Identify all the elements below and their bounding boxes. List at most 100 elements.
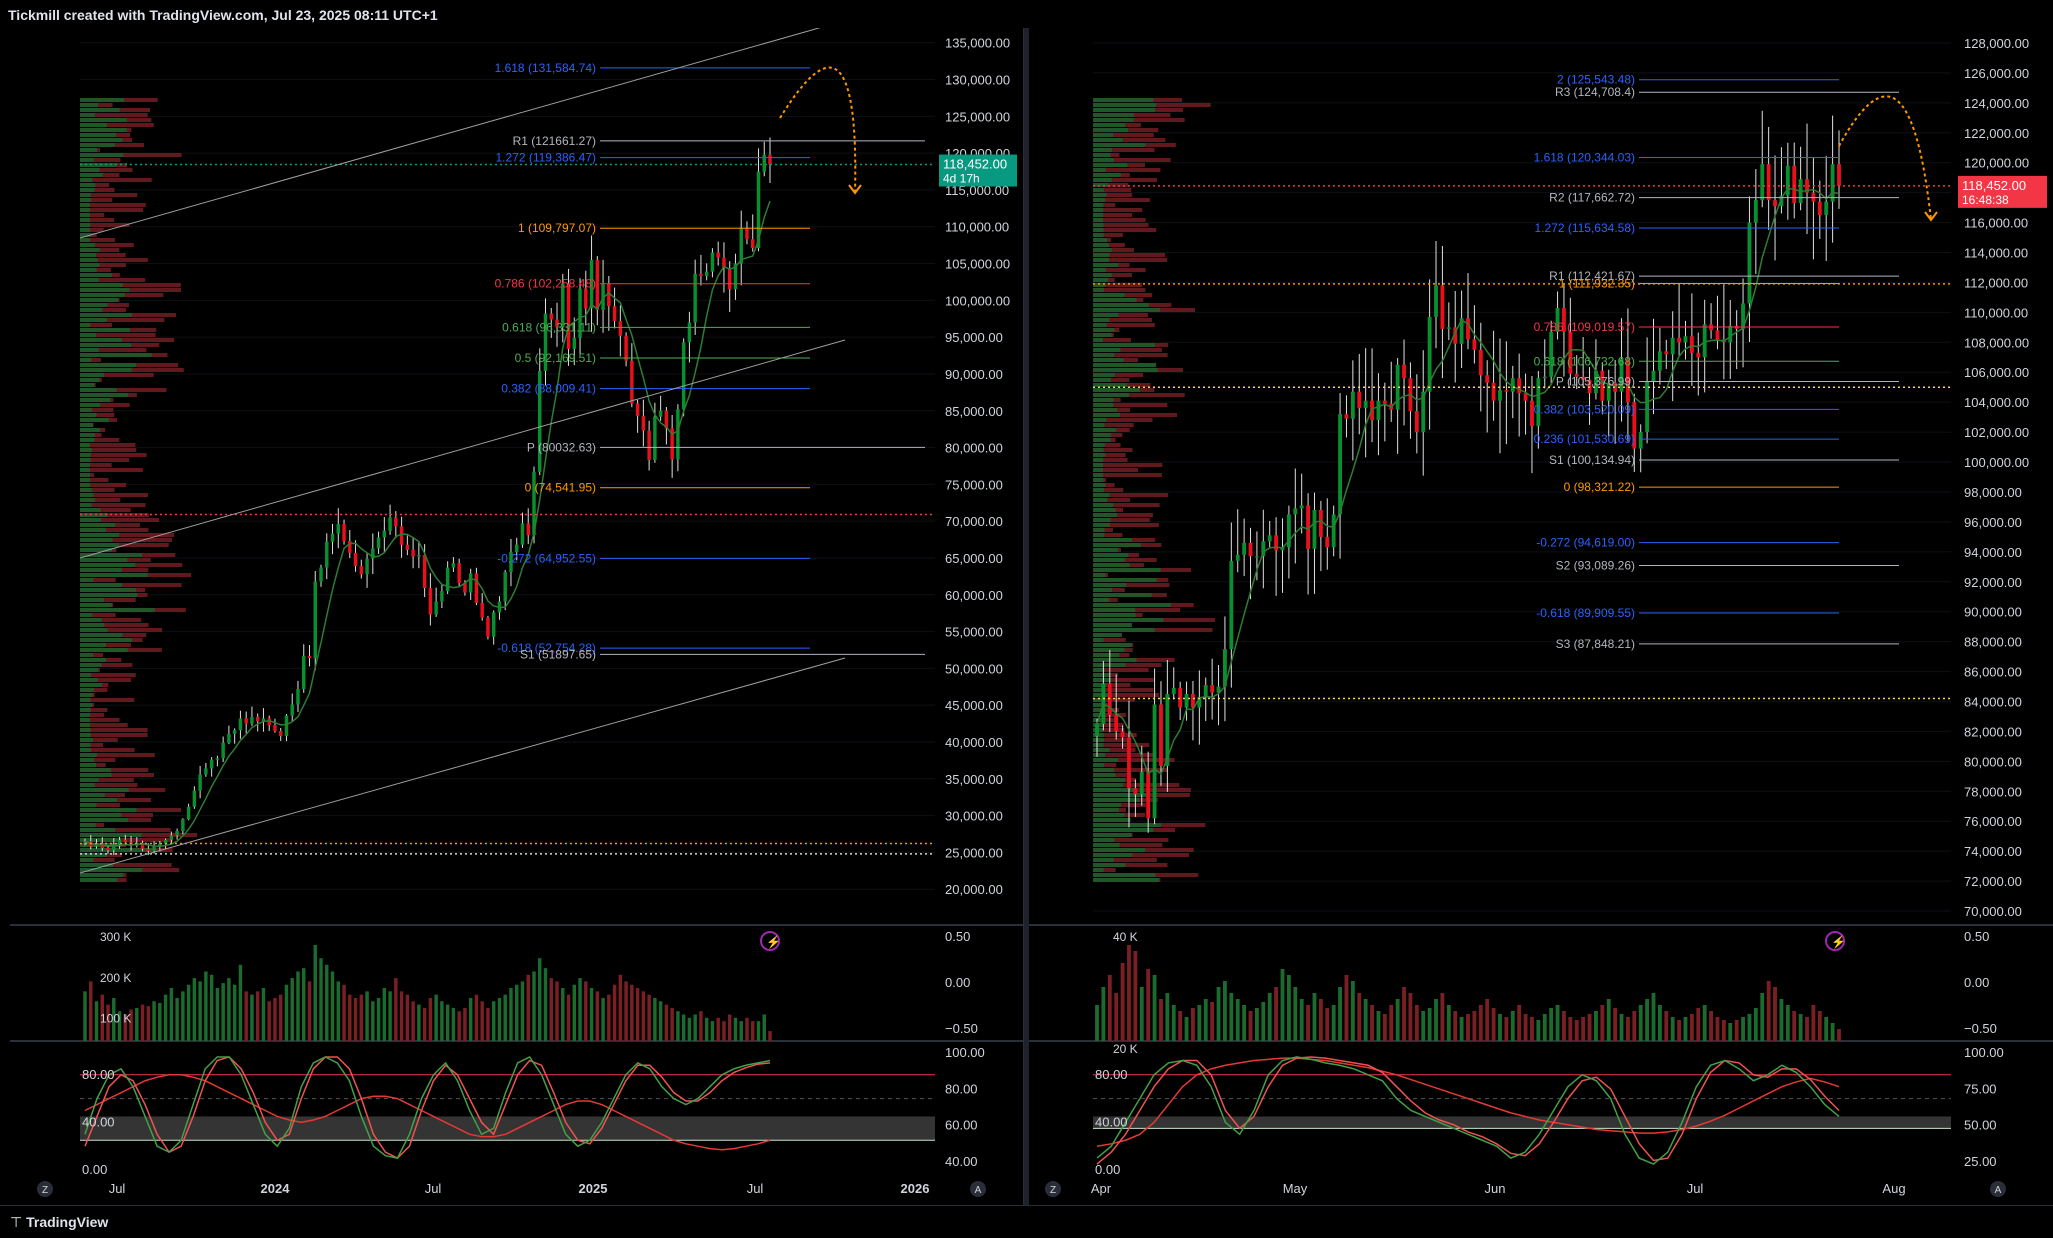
volume-bar <box>1178 1011 1183 1041</box>
volume-profile-bar-sell <box>80 463 112 467</box>
volume-bar <box>215 988 220 1041</box>
candle-up <box>532 471 536 536</box>
volume-bar <box>1395 999 1400 1041</box>
volume-bar <box>1805 1017 1809 1041</box>
candle-down <box>1696 352 1701 358</box>
volume-profile-bar-buy <box>80 268 97 272</box>
volume-bar <box>1127 945 1131 1041</box>
candle-up <box>1171 688 1176 695</box>
volume-bar <box>618 974 623 1041</box>
candle-down <box>699 273 703 277</box>
volume-profile-bar-buy <box>80 468 91 472</box>
candle-down <box>1453 327 1458 344</box>
volume-bar <box>1645 999 1650 1041</box>
volume-bar <box>1171 1005 1176 1041</box>
volume-bar <box>209 974 214 1041</box>
volume-profile-bar-sell <box>1093 533 1123 537</box>
candle-down <box>727 267 732 290</box>
pivot-label: S1 (100,134.94) <box>1549 453 1635 467</box>
volume-profile-bar-sell <box>1093 693 1160 697</box>
volume-profile-bar-sell <box>80 713 105 717</box>
volume-profile-bar-sell <box>1093 323 1155 327</box>
volume-bar <box>348 994 352 1041</box>
x-axis-tick-label: Jul <box>425 1181 442 1196</box>
candle-up <box>290 704 294 716</box>
volume-profile-bar-buy <box>80 368 132 372</box>
volume-profile-bar-buy <box>80 738 94 742</box>
volume-profile-bar-buy <box>80 253 96 257</box>
y-axis-tick-label: 124,000.00 <box>1964 96 2029 111</box>
chart-left-svg[interactable]: 135,000.00130,000.00125,000.00120,000.00… <box>10 21 1023 1205</box>
y-axis-tick-label: 74,000.00 <box>1964 844 2022 859</box>
panel-divider[interactable] <box>1024 28 1029 1205</box>
zoom-reset-button[interactable]: Z <box>37 1181 53 1197</box>
volume-profile-bar-sell <box>80 723 128 727</box>
volume-profile-bar-buy <box>80 258 98 262</box>
volume-profile-bar-buy <box>1093 128 1128 132</box>
volume-profile-bar-sell <box>80 258 148 262</box>
volume-profile-bar-buy <box>1093 803 1122 807</box>
volume-profile-bar-buy <box>80 853 108 857</box>
volume-profile-bar-buy <box>80 808 137 812</box>
volume-bar <box>1318 999 1323 1041</box>
volume-profile-bar-buy <box>1093 638 1104 642</box>
volume-profile-bar-buy <box>1093 163 1128 167</box>
candle-up <box>589 259 594 309</box>
volume-profile-bar-buy <box>1093 118 1134 122</box>
candle-up <box>417 555 421 557</box>
stoch-k-line <box>1096 1056 1840 1165</box>
volume-bar <box>1267 993 1272 1041</box>
y-axis-tick-label: 72,000.00 <box>1964 874 2022 889</box>
volume-profile-bar-sell <box>1093 763 1117 767</box>
pivot-label: R2 (117,662.72) <box>1549 191 1635 205</box>
volume-profile-bar-sell <box>80 783 138 787</box>
volume-profile-bar-sell <box>80 578 116 582</box>
chart-right-svg[interactable]: 128,000.00 126,000.00 124,000.00 122,000.00… <box>1029 28 2053 1205</box>
x-axis-tick-label: Jun <box>1485 1181 1506 1196</box>
volume-profile-bar-sell <box>1093 378 1130 382</box>
volume-profile-bar-buy <box>1093 273 1112 277</box>
volume-profile-bar-buy <box>80 383 95 387</box>
auto-button-glyph: A <box>1995 1185 2002 1196</box>
candle-down <box>1773 200 1777 207</box>
chart-panel-right[interactable]: 128,000.00 126,000.00 124,000.00 122,000.00… <box>1029 28 2053 1205</box>
y-axis-tick-label: 135,000.00 <box>945 36 1010 51</box>
volume-bar <box>1581 1017 1586 1041</box>
volume-profile-bar-sell <box>80 513 149 517</box>
volume-profile-bar-sell <box>1093 513 1153 517</box>
volume-bar <box>543 968 548 1041</box>
volume-right-axis-label: −0.50 <box>945 1021 978 1036</box>
volume-profile-bar-sell <box>80 623 149 627</box>
volume-bar <box>1689 1014 1694 1041</box>
volume-bar <box>359 994 364 1041</box>
candle-up <box>676 409 680 460</box>
volume-profile-bar-buy <box>80 633 123 637</box>
auto-scale-button[interactable]: A <box>970 1181 986 1197</box>
volume-profile-bar-buy <box>1093 448 1104 452</box>
volume-right-axis-label: 0.00 <box>1964 975 1989 990</box>
volume-profile-bar-buy <box>80 823 96 827</box>
volume-bar <box>653 997 657 1041</box>
lightning-icon <box>760 931 780 951</box>
volume-profile-bar-buy <box>1093 788 1135 792</box>
tradingview-logo[interactable]: ⊤ TradingView <box>10 1214 109 1230</box>
volume-bar <box>1280 969 1285 1041</box>
auto-scale-button[interactable]: A <box>1990 1181 2006 1197</box>
chart-panel-left[interactable]: 135,000.00 130,000.00 125,000.00 120,000.00… <box>10 21 1025 1205</box>
volume-profile-bar-buy <box>1093 223 1104 227</box>
projection-arrow-head <box>1924 211 1938 222</box>
volume-bar <box>1562 1011 1566 1041</box>
volume-profile-bar-buy <box>1093 493 1110 497</box>
candle-up <box>1670 337 1675 355</box>
candle-up <box>1549 331 1554 377</box>
volume-profile-bar-buy <box>80 228 91 232</box>
volume-bar <box>676 1011 680 1041</box>
volume-right-axis-label: 0.50 <box>945 929 970 944</box>
volume-profile-bar-sell <box>1093 858 1157 862</box>
zoom-reset-button[interactable]: Z <box>1045 1181 1061 1197</box>
candle-up <box>376 537 381 549</box>
volume-bar <box>1517 1005 1522 1041</box>
volume-profile-bar-sell <box>80 373 154 377</box>
volume-profile-bar-sell <box>1093 208 1143 212</box>
volume-bar <box>474 994 479 1041</box>
